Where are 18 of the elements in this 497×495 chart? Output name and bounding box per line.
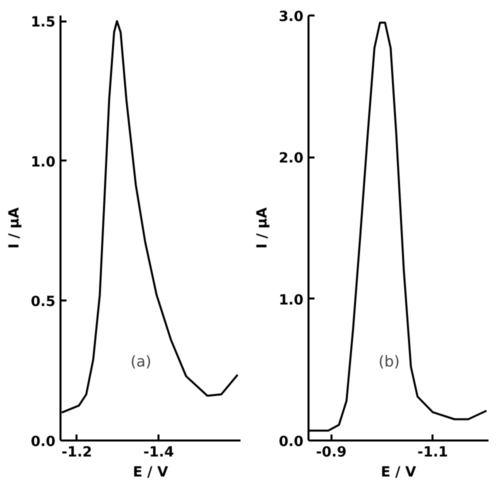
x-tick-label: -1.1: [417, 444, 448, 460]
y-axis-title: I / μA: [254, 207, 271, 249]
y-tick-label: 0.0: [30, 434, 56, 450]
y-tick-label: 0.0: [278, 434, 304, 450]
annotation: (b): [378, 352, 400, 370]
y-tick-label: 1.0: [30, 154, 56, 170]
y-axis-title: I / μA: [6, 207, 23, 249]
x-tick-label: -1.2: [62, 444, 92, 460]
x-tick-label: -0.9: [316, 444, 347, 460]
annotation: (a): [130, 352, 152, 370]
x-tick-label: -1.4: [143, 444, 174, 460]
y-tick-label: 3.0: [278, 9, 304, 25]
x-axis-title: E / V: [132, 464, 168, 480]
y-tick-label: 1.0: [278, 292, 304, 308]
y-tick-label: 2.0: [278, 150, 304, 167]
y-tick-label: 0.5: [30, 294, 56, 310]
y-tick-label: 1.5: [30, 14, 56, 31]
x-axis-title: E / V: [380, 464, 416, 480]
